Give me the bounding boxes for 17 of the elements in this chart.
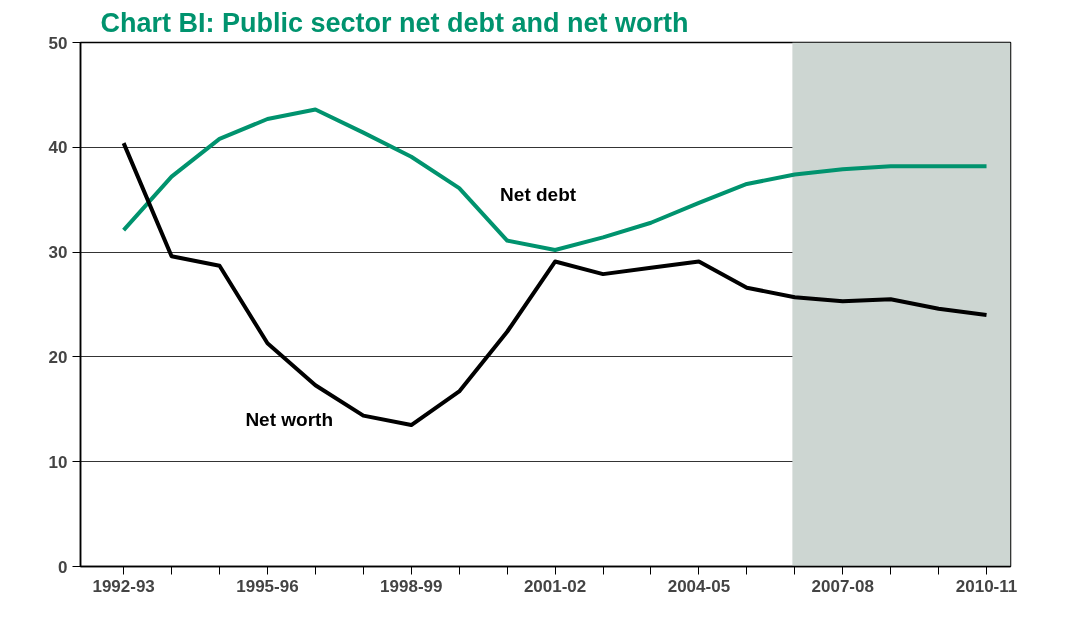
x-tick-label: 1995-96 [236, 576, 299, 596]
x-tick-label: 2007-08 [811, 576, 874, 596]
x-tick-label: 2001-02 [523, 576, 587, 596]
y-tick-label: 40 [48, 138, 68, 158]
x-tick-label: 2010-11 [955, 576, 1018, 596]
x-tick-label: 1992-93 [92, 576, 155, 596]
series-label: Net debt [500, 184, 577, 205]
y-tick-label: 20 [48, 347, 68, 367]
x-tick-label: 1998-99 [380, 576, 443, 596]
y-tick-label: 30 [48, 243, 68, 263]
x-tick-label: 2004-05 [667, 576, 731, 596]
line-series [121, 107, 989, 252]
series-label: Net worth [245, 409, 334, 431]
y-tick-label: 10 [48, 452, 68, 472]
chart-title: Chart BI: Public sector net debt and net worth [100, 7, 689, 38]
y-tick-label: 0 [58, 557, 68, 577]
y-tick-label: 50 [48, 33, 68, 53]
